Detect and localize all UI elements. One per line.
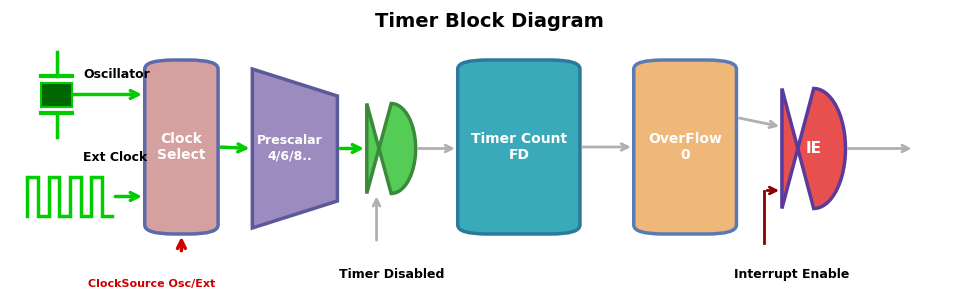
Text: Ext Clock: Ext Clock <box>83 151 148 164</box>
Text: Timer Block Diagram: Timer Block Diagram <box>374 12 603 31</box>
Text: Prescalar
4/6/8..: Prescalar 4/6/8.. <box>257 134 322 163</box>
Polygon shape <box>366 103 415 194</box>
FancyBboxPatch shape <box>41 82 72 106</box>
Text: Oscillator: Oscillator <box>83 68 149 82</box>
Text: Interrupt Enable: Interrupt Enable <box>734 268 849 281</box>
Polygon shape <box>252 69 337 228</box>
FancyBboxPatch shape <box>145 60 218 234</box>
Text: IE: IE <box>805 141 821 156</box>
Text: Clock
Select: Clock Select <box>157 132 205 162</box>
Text: OverFlow
0: OverFlow 0 <box>648 132 721 162</box>
Polygon shape <box>782 88 844 208</box>
FancyBboxPatch shape <box>633 60 736 234</box>
Text: Timer Disabled: Timer Disabled <box>338 268 444 281</box>
FancyBboxPatch shape <box>457 60 579 234</box>
Text: Timer Count
FD: Timer Count FD <box>470 132 567 162</box>
Text: ClockSource Osc/Ext: ClockSource Osc/Ext <box>88 278 215 289</box>
